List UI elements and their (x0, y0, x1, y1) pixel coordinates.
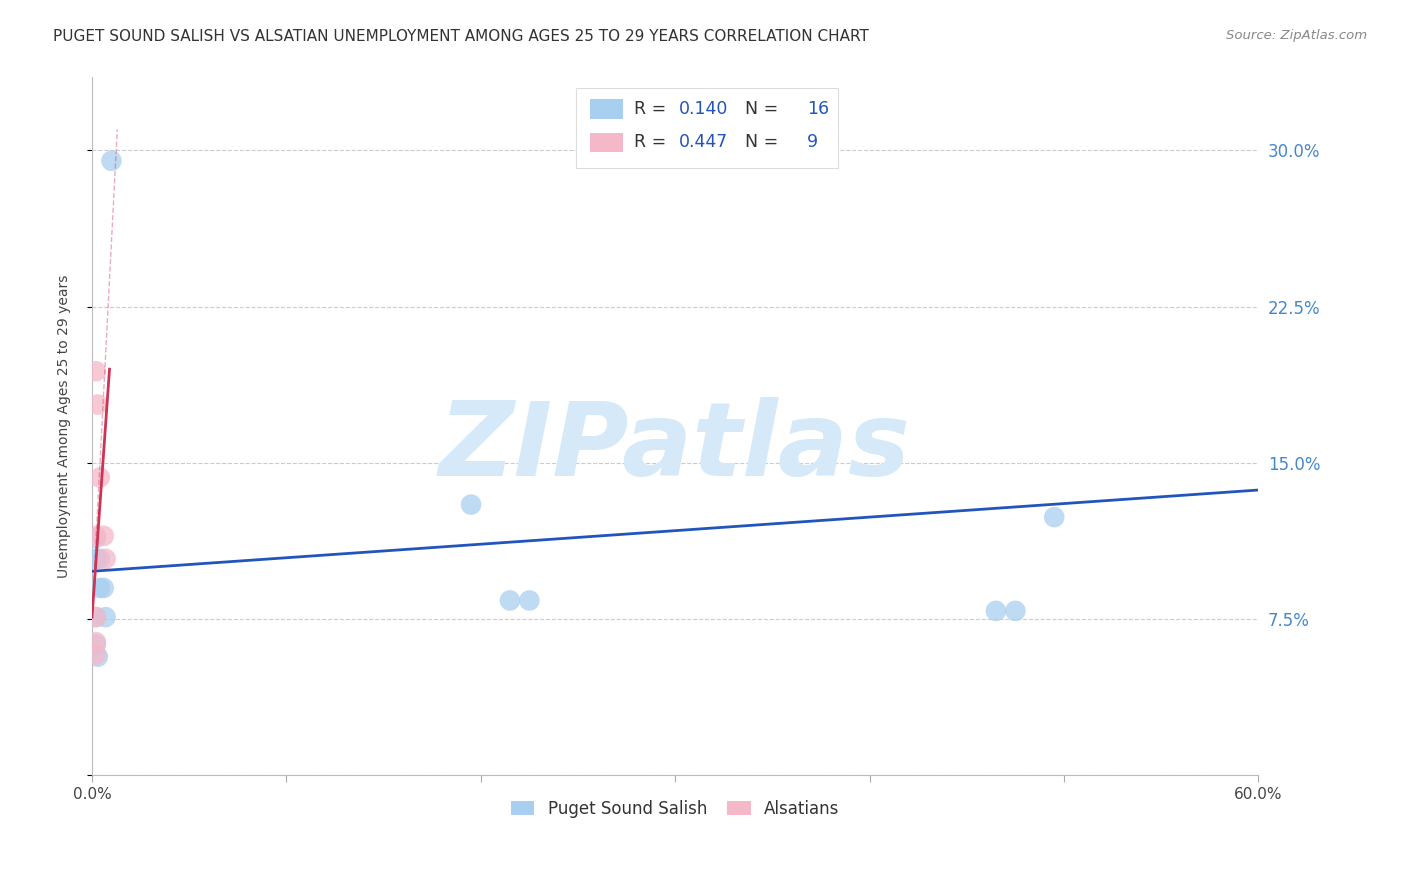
FancyBboxPatch shape (576, 88, 838, 169)
Point (499, 593, 522, 607)
Text: N =: N = (734, 134, 783, 152)
Text: ZIPatlas: ZIPatlas (439, 397, 911, 498)
Point (87, 649, 110, 664)
Point (984, 604, 1007, 618)
Text: R =: R = (634, 100, 672, 118)
Point (460, 498, 482, 512)
FancyBboxPatch shape (591, 133, 623, 153)
Y-axis label: Unemployment Among Ages 25 to 29 years: Unemployment Among Ages 25 to 29 years (58, 275, 72, 578)
Text: N =: N = (734, 100, 783, 118)
Point (84, 551, 107, 566)
Point (1043, 510, 1066, 524)
FancyBboxPatch shape (591, 99, 623, 119)
Legend: Puget Sound Salish, Alsatians: Puget Sound Salish, Alsatians (505, 793, 846, 824)
Point (89, 470, 111, 484)
Point (89, 581, 111, 595)
Point (100, 153, 122, 168)
Point (84, 531, 107, 545)
Point (94, 610, 117, 624)
Text: 0.140: 0.140 (679, 100, 728, 118)
Point (89, 551, 111, 566)
Text: PUGET SOUND SALISH VS ALSATIAN UNEMPLOYMENT AMONG AGES 25 TO 29 YEARS CORRELATIO: PUGET SOUND SALISH VS ALSATIAN UNEMPLOYM… (53, 29, 869, 44)
Point (519, 593, 541, 607)
Point (84, 635, 107, 649)
Text: 16: 16 (807, 100, 830, 118)
Point (94, 551, 117, 566)
Text: R =: R = (634, 134, 672, 152)
Point (84, 364, 107, 378)
Point (87, 398, 110, 412)
Point (93, 581, 115, 595)
Point (84, 637, 107, 651)
Text: 0.447: 0.447 (679, 134, 728, 152)
Point (1004, 604, 1026, 618)
Point (84, 610, 107, 624)
Text: Source: ZipAtlas.com: Source: ZipAtlas.com (1226, 29, 1367, 42)
Text: 9: 9 (807, 134, 818, 152)
Point (84, 529, 107, 543)
Point (84, 610, 107, 624)
Point (84, 648, 107, 662)
Point (93, 529, 115, 543)
